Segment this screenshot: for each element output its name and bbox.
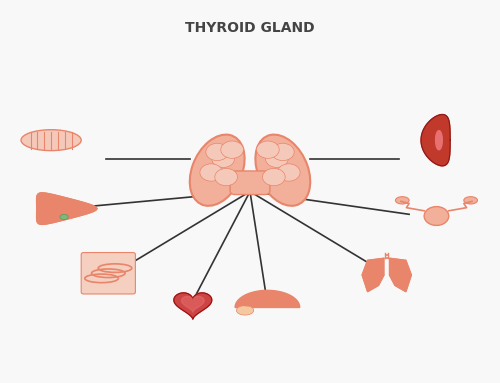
Ellipse shape [424,206,449,226]
FancyBboxPatch shape [81,252,136,294]
Ellipse shape [215,169,238,186]
Ellipse shape [221,141,244,158]
Ellipse shape [200,164,222,181]
Polygon shape [390,258,411,292]
Ellipse shape [190,134,244,206]
Ellipse shape [464,197,477,204]
Polygon shape [421,115,450,166]
Ellipse shape [256,134,310,206]
Polygon shape [174,293,212,319]
FancyBboxPatch shape [230,171,270,195]
Ellipse shape [60,214,68,219]
Ellipse shape [212,150,234,167]
Polygon shape [362,258,384,292]
Ellipse shape [236,306,254,315]
Ellipse shape [262,169,285,186]
Ellipse shape [256,141,279,158]
Polygon shape [436,131,442,150]
Text: THYROID GLAND: THYROID GLAND [185,21,315,35]
Polygon shape [235,290,300,308]
Ellipse shape [278,164,300,181]
Ellipse shape [272,143,294,160]
Ellipse shape [396,197,409,204]
Ellipse shape [21,130,81,151]
Ellipse shape [266,150,288,167]
Polygon shape [36,193,97,224]
Ellipse shape [206,143,229,160]
Polygon shape [182,296,204,312]
